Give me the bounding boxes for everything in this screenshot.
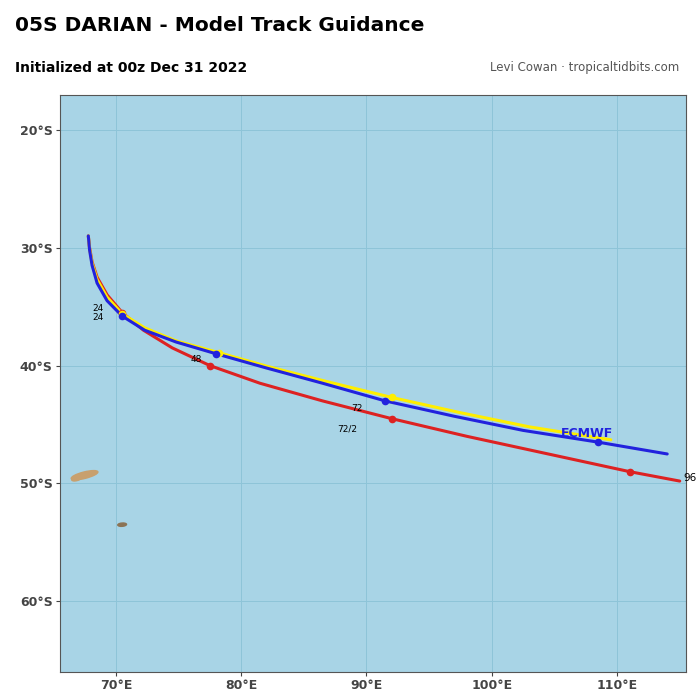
Text: 24: 24	[92, 312, 104, 321]
Text: 72/2: 72/2	[337, 424, 358, 433]
Ellipse shape	[71, 470, 98, 480]
Ellipse shape	[118, 523, 127, 526]
Text: 24: 24	[92, 304, 104, 314]
Text: 96: 96	[683, 473, 696, 482]
Text: ECMWF: ECMWF	[561, 428, 613, 440]
Text: Initialized at 00z Dec 31 2022: Initialized at 00z Dec 31 2022	[15, 62, 248, 76]
Text: 48: 48	[191, 355, 202, 364]
Text: 05S DARIAN - Model Track Guidance: 05S DARIAN - Model Track Guidance	[15, 15, 425, 35]
Text: Levi Cowan · tropicaltidbits.com: Levi Cowan · tropicaltidbits.com	[490, 62, 679, 74]
Text: 72: 72	[351, 405, 362, 414]
Ellipse shape	[71, 475, 83, 481]
